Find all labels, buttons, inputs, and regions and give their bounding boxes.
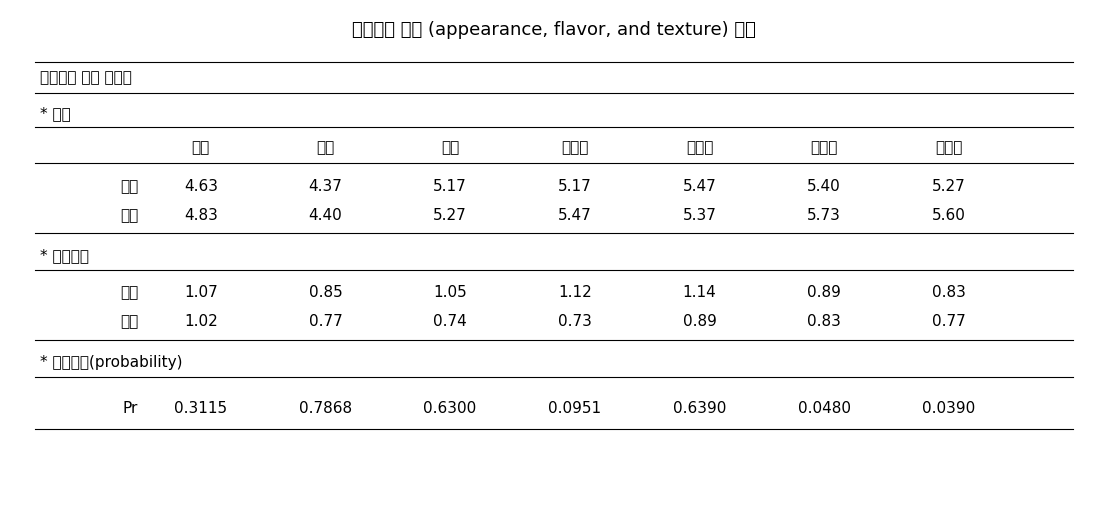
Text: 4.40: 4.40	[308, 208, 342, 224]
Text: 5.60: 5.60	[932, 208, 966, 224]
Text: 5.47: 5.47	[558, 208, 592, 224]
Text: 단단함: 단단함	[810, 140, 838, 155]
Text: 계란맛: 계란맛	[686, 140, 714, 155]
Text: 관능품질 강도 (appearance, flavor, and texture) 분석: 관능품질 강도 (appearance, flavor, and texture…	[352, 21, 756, 39]
Text: 미강: 미강	[121, 208, 138, 224]
Text: 5.40: 5.40	[808, 180, 841, 195]
Text: 5.17: 5.17	[433, 180, 466, 195]
Text: 0.85: 0.85	[308, 285, 342, 300]
Text: 0.83: 0.83	[808, 314, 841, 329]
Text: Pr: Pr	[122, 401, 137, 416]
Text: 5.47: 5.47	[683, 180, 717, 195]
Text: 고소함: 고소함	[561, 140, 588, 155]
Text: 미강: 미강	[121, 314, 138, 329]
Text: * 표준편차: * 표준편차	[40, 248, 89, 263]
Text: 단맛: 단맛	[441, 140, 459, 155]
Text: 0.3115: 0.3115	[174, 401, 227, 416]
Text: 기본: 기본	[121, 285, 138, 300]
Text: 4.37: 4.37	[308, 180, 342, 195]
Text: 딱딱함: 딱딱함	[935, 140, 963, 155]
Text: 5.17: 5.17	[558, 180, 592, 195]
Text: 0.89: 0.89	[683, 314, 717, 329]
Text: 0.0480: 0.0480	[798, 401, 851, 416]
Text: 5.27: 5.27	[433, 208, 466, 224]
Text: 0.6300: 0.6300	[423, 401, 476, 416]
Text: * 평균: * 평균	[40, 106, 71, 121]
Text: 색상: 색상	[192, 140, 209, 155]
Text: * 유의확률(probability): * 유의확률(probability)	[40, 355, 183, 369]
Text: 0.0951: 0.0951	[548, 401, 602, 416]
Text: 1.05: 1.05	[433, 285, 466, 300]
Text: 짠맛: 짠맛	[316, 140, 335, 155]
Text: 0.89: 0.89	[808, 285, 841, 300]
Text: 0.6390: 0.6390	[673, 401, 726, 416]
Text: 5.27: 5.27	[932, 180, 966, 195]
Text: 5.73: 5.73	[808, 208, 841, 224]
Text: 0.77: 0.77	[308, 314, 342, 329]
Text: 1.02: 1.02	[184, 314, 217, 329]
Text: 0.77: 0.77	[932, 314, 966, 329]
Text: 4.63: 4.63	[184, 180, 218, 195]
Text: 0.0390: 0.0390	[922, 401, 975, 416]
Text: 0.74: 0.74	[433, 314, 466, 329]
Text: 기본: 기본	[121, 180, 138, 195]
Text: 0.73: 0.73	[557, 314, 592, 329]
Text: 1.12: 1.12	[558, 285, 592, 300]
Text: 1.07: 1.07	[184, 285, 217, 300]
Text: 5.37: 5.37	[683, 208, 717, 224]
Text: 0.7868: 0.7868	[299, 401, 352, 416]
Text: 0.83: 0.83	[932, 285, 966, 300]
Text: 1.14: 1.14	[683, 285, 717, 300]
Text: 특성강도 요약 테이블: 특성강도 요약 테이블	[40, 70, 132, 85]
Text: 4.83: 4.83	[184, 208, 217, 224]
